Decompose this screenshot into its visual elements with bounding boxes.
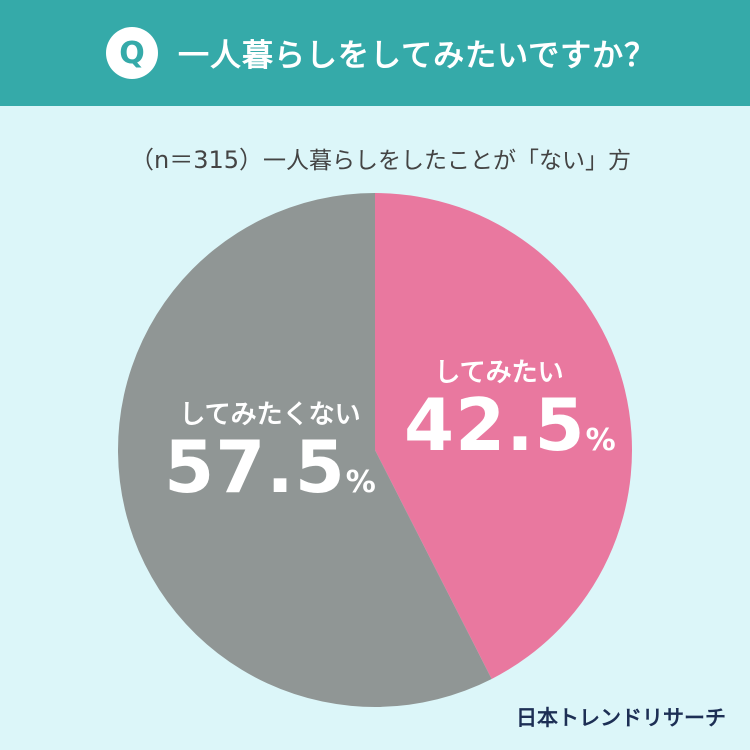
slice-unit-want: % xyxy=(585,423,616,458)
pie-slice-not-want xyxy=(118,193,492,707)
q-badge: Q xyxy=(106,27,158,79)
slice-label-not-want: してみたくない 57.5% xyxy=(150,394,390,503)
subtitle-text: 一人暮らしをしたことが「ない」方 xyxy=(263,148,632,174)
q-badge-letter: Q xyxy=(119,35,145,71)
brand-logo: 日本トレンドリサーチ xyxy=(516,706,726,730)
slice-name-want: してみたい xyxy=(434,358,564,388)
slice-value-want: 42.5% xyxy=(404,389,616,461)
header-bar: Q 一人暮らしをしてみたいですか？ xyxy=(0,0,750,106)
slice-label-want: してみたい 42.5% xyxy=(404,352,616,461)
slice-unit-not-want: % xyxy=(345,465,376,500)
chart-subtitle: （n＝315）一人暮らしをしたことが「ない」方 xyxy=(130,140,650,175)
question-title: 一人暮らしをしてみたいですか？ xyxy=(178,38,657,74)
sample-size: （n＝315） xyxy=(130,146,264,174)
pie-slice-want xyxy=(375,193,632,679)
slice-value-not-want: 57.5% xyxy=(150,431,390,503)
slice-number-want: 42.5 xyxy=(404,383,586,467)
slice-number-not-want: 57.5 xyxy=(164,425,346,509)
slice-name-not-want: してみたくない xyxy=(179,400,361,430)
